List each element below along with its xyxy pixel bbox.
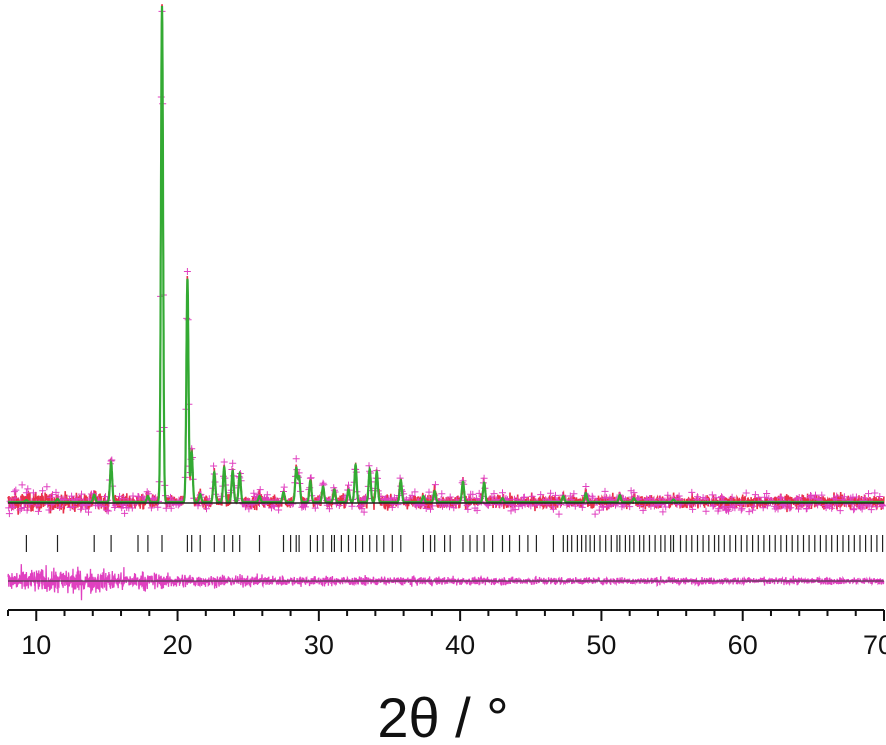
x-tick-label: 20 <box>163 630 193 660</box>
calculated-profile-line <box>8 5 884 504</box>
x-tick-label: 10 <box>21 630 51 660</box>
observed-profile-line <box>7 4 885 515</box>
difference-curve <box>7 564 885 601</box>
reflection-markers <box>25 535 884 552</box>
x-axis: 10 20 30 40 50 60 70 <box>7 609 886 660</box>
observed-point-markers <box>5 7 886 518</box>
x-tick-label: 30 <box>304 630 334 660</box>
x-tick-label: 60 <box>728 630 758 660</box>
x-tick-label: 70 <box>863 630 886 660</box>
calculated-curve <box>8 5 884 504</box>
difference-profile-line <box>7 564 885 601</box>
x-tick-label: 40 <box>445 630 475 660</box>
observed-data <box>5 4 886 518</box>
x-axis-title: 2θ / ° <box>377 686 508 745</box>
x-tick-label: 50 <box>586 630 616 660</box>
